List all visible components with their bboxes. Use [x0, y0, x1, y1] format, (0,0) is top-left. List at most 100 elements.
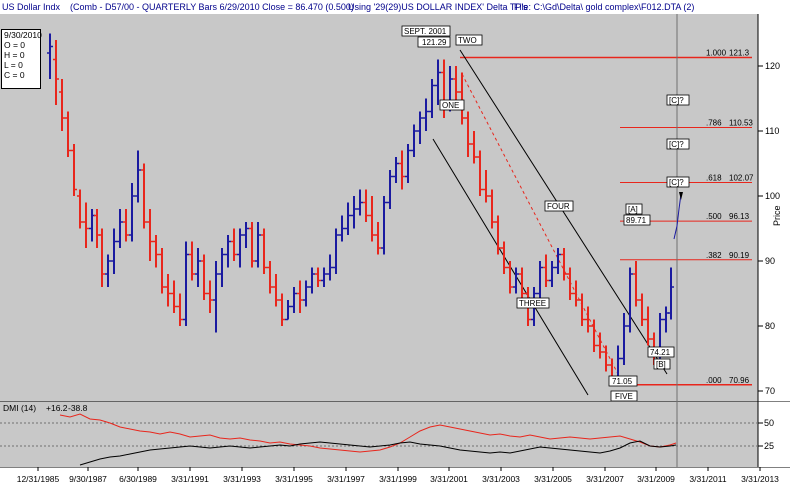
ohlc-close: C = 0 [4, 70, 25, 80]
symbol-label: US Dollar Indx [2, 2, 61, 12]
price-bar [117, 209, 123, 248]
fib-value-label: 102.07 [729, 174, 754, 183]
fib-levels: 1.000 121.3 .786 110.53 .618 102.07 .500 96.13.… [460, 49, 754, 386]
dmi-plus-value: +16.2 [46, 403, 68, 413]
price-bar [333, 228, 339, 274]
wave-b-value-label: 74.21 [650, 348, 671, 357]
dmi-tick-50: 50 [764, 418, 774, 428]
price-bar [668, 267, 674, 320]
wave-a-value-label: 89.71 [626, 216, 647, 225]
fib-ratio-label: .000 [706, 376, 722, 385]
low-value-label: 71.05 [612, 377, 633, 386]
price-bar [141, 163, 147, 229]
fib-value-label: 121.3 [729, 49, 750, 58]
price-bar [71, 144, 77, 196]
price-bar [537, 261, 543, 300]
price-bar [459, 72, 465, 125]
price-bar [171, 280, 177, 313]
wave-c-label-2: [C]? [669, 140, 684, 149]
fib-value-label: 96.13 [729, 212, 750, 221]
price-tick-label: 90 [765, 256, 775, 266]
ohlc-low: L = 0 [4, 60, 23, 70]
price-bar [243, 222, 249, 248]
date-tick-label: 3/31/2009 [637, 474, 675, 484]
date-tick-label: 3/31/1999 [379, 474, 417, 484]
date-tick-label: 3/31/2007 [586, 474, 624, 484]
price-bar [549, 261, 555, 287]
price-bar [585, 306, 591, 333]
price-bar [345, 202, 351, 235]
wave-a-label: [A] [628, 205, 638, 214]
date-tick-label: 3/31/2011 [689, 474, 726, 484]
sept-2001-label: SEPT. 2001 [404, 27, 447, 36]
price-bar [315, 267, 321, 287]
fib-value-label: 90.19 [729, 251, 750, 260]
channel-upper-line [459, 49, 668, 375]
price-bar [363, 189, 369, 222]
price-bar [231, 228, 237, 261]
dmi-plus-line [79, 440, 677, 466]
wave-one-label: ONE [442, 101, 459, 110]
dmi-label: DMI (14) [3, 403, 36, 413]
date-ticks: 12/31/1985 9/30/1987 6/30/1989 3/31/1991 3/3… [17, 467, 779, 484]
date-axis: 12/31/1985 9/30/1987 6/30/1989 3/31/1991 3/3… [0, 466, 790, 492]
price-chart[interactable]: 120 110 100 90 80 70 Price 1.000 121.3 .786 110.… [0, 14, 790, 402]
price-tick-label: 120 [765, 61, 780, 71]
price-bar [393, 157, 399, 183]
price-bar [219, 248, 225, 287]
price-bar [123, 209, 129, 242]
price-bar [147, 209, 153, 261]
price-bar [495, 215, 501, 255]
price-bar [153, 235, 159, 268]
price-bar [207, 280, 213, 313]
price-bar [633, 261, 639, 307]
bar-info-label: (Comb - D57/00 - QUARTERLY Bars 6/29/201… [70, 2, 354, 12]
dmi-chart[interactable]: 50 25 DMI (14) +16.2 -38.8 [0, 400, 790, 467]
price-bar [387, 170, 393, 209]
peak-value-label: 121.29 [422, 38, 447, 47]
price-bar [213, 261, 219, 333]
chart-title-bar: US Dollar Indx (Comb - D57/00 - QUARTERL… [0, 0, 790, 14]
fib-ratio-label: 1.000 [706, 49, 727, 58]
price-panel[interactable]: 120 110 100 90 80 70 Price 1.000 121.3 .786 110.… [0, 14, 790, 402]
date-tick-label: 6/30/1989 [119, 474, 157, 484]
fib-ratio-label: .786 [706, 119, 722, 128]
wave-b-label: [B] [656, 360, 666, 369]
price-bar [321, 267, 327, 287]
price-bar [519, 267, 525, 300]
price-bar [405, 144, 411, 183]
price-bar [65, 111, 71, 157]
price-bar [159, 248, 165, 294]
date-tick-label: 3/31/2005 [534, 474, 572, 484]
dmi-minus-value: -38.8 [68, 403, 88, 413]
price-bar [249, 222, 255, 268]
price-bar [303, 280, 309, 307]
wave-c-label-1: [C]? [669, 96, 684, 105]
price-bar [111, 228, 117, 274]
dmi-minus-line [59, 413, 677, 453]
price-bar [555, 248, 561, 274]
ohlc-open: O = 0 [4, 40, 26, 50]
price-bar [579, 293, 585, 326]
price-bar [423, 98, 429, 131]
price-bar [105, 254, 111, 287]
price-bar [375, 222, 381, 255]
date-tick-label: 3/31/1997 [327, 474, 365, 484]
price-bar [543, 254, 549, 287]
price-bar [561, 248, 567, 281]
price-bar [369, 196, 375, 242]
wave-two-label: TWO [458, 36, 477, 45]
price-bar [273, 274, 279, 307]
price-bar [507, 261, 513, 294]
price-bar [285, 300, 291, 321]
date-tick-label: 9/30/1987 [69, 474, 107, 484]
price-bar [201, 254, 207, 300]
price-bar [591, 319, 597, 352]
price-bar [483, 170, 489, 203]
dmi-panel[interactable]: 50 25 DMI (14) +16.2 -38.8 [0, 400, 790, 467]
price-bar [339, 215, 345, 242]
price-bar [621, 313, 627, 365]
using-label: Using '29(29)US DOLLAR INDEX' Delta TP's [348, 2, 528, 12]
price-bar [411, 124, 417, 157]
price-bar [453, 66, 459, 105]
